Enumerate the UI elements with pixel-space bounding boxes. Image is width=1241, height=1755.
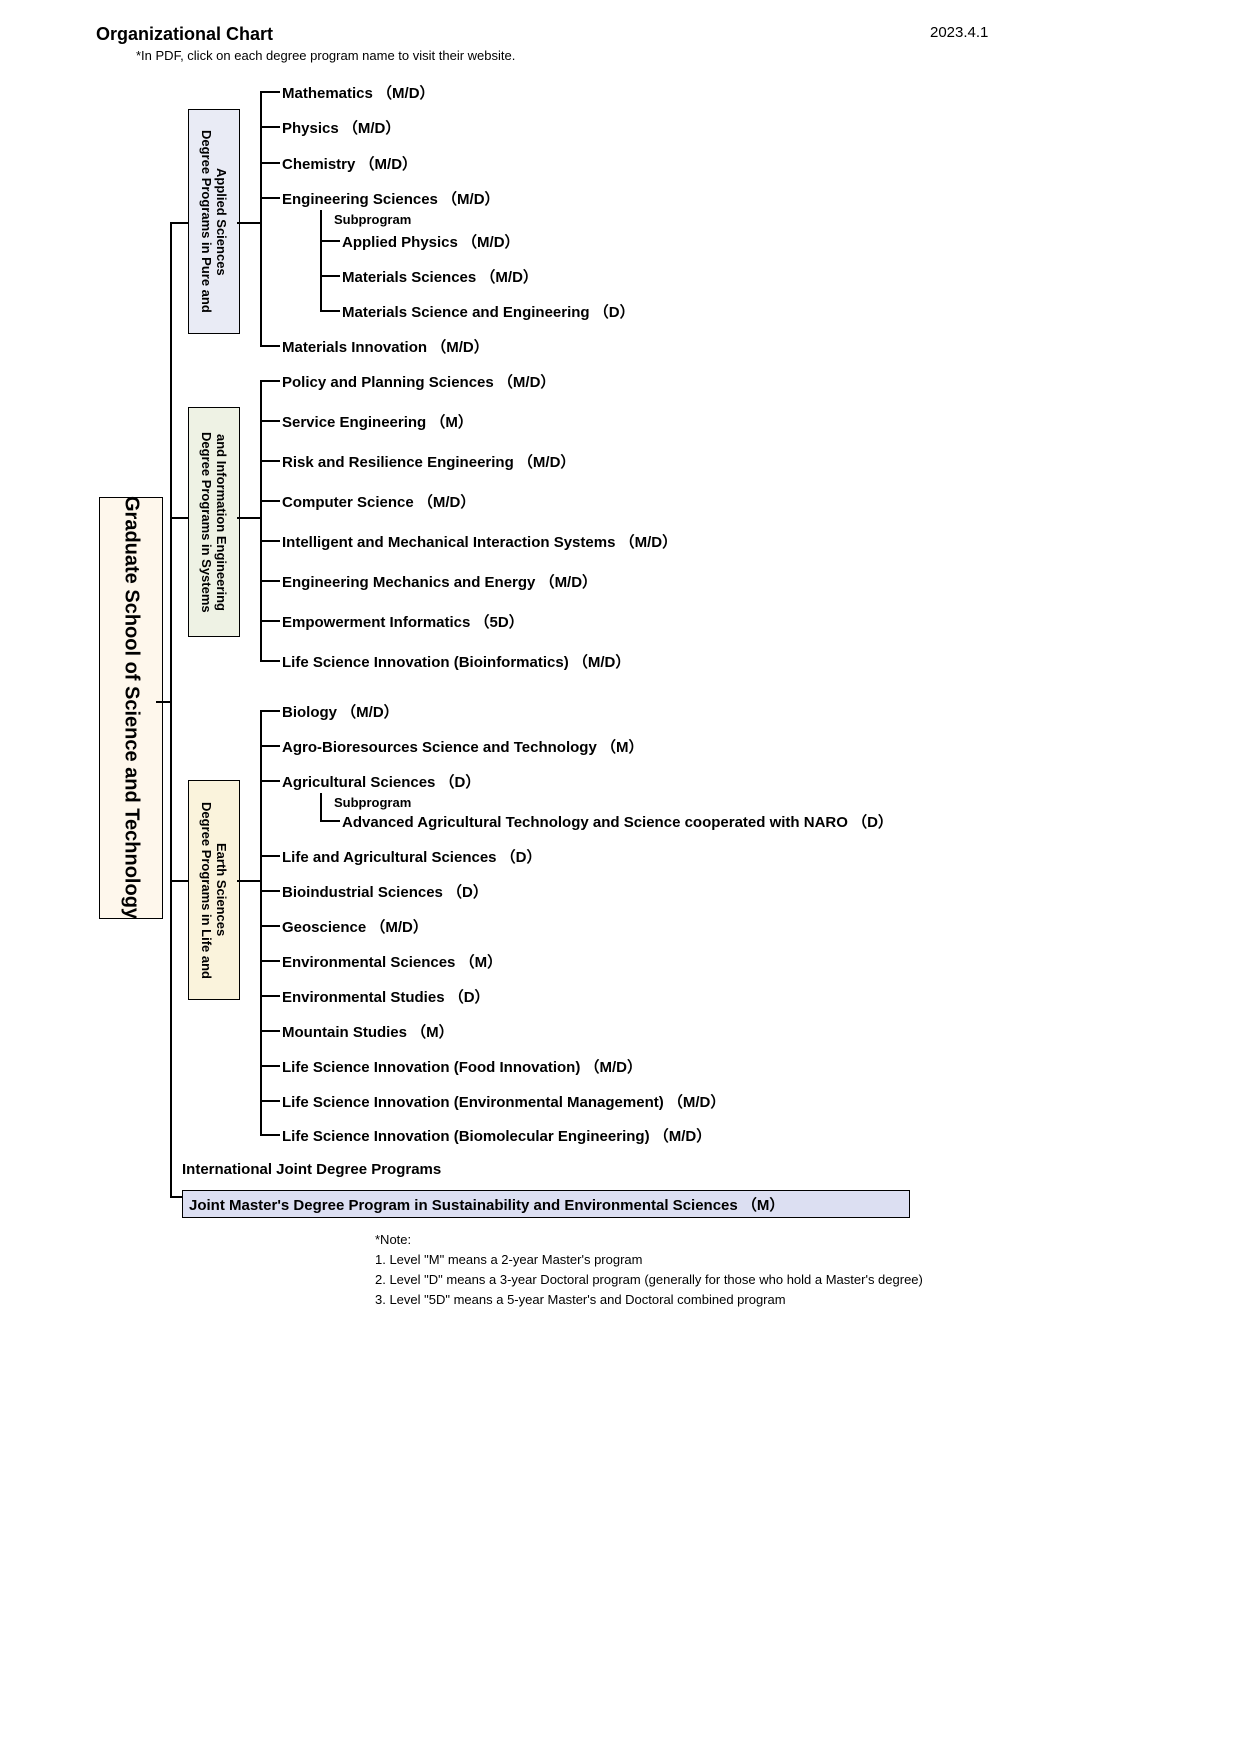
connector-line (260, 660, 280, 662)
program-link[interactable]: Service Engineering （M） (282, 411, 473, 432)
connector-line (260, 580, 280, 582)
connector-line (260, 540, 280, 542)
program-link[interactable]: Biology （M/D） (282, 701, 399, 722)
program-link[interactable]: Chemistry （M/D） (282, 153, 417, 174)
group-label: and Information Engineering (214, 434, 229, 611)
joint-section-title: International Joint Degree Programs (182, 1161, 441, 1178)
program-link[interactable]: Physics （M/D） (282, 117, 400, 138)
connector-line (260, 91, 262, 347)
program-link[interactable]: Mathematics （M/D） (282, 82, 435, 103)
connector-line (320, 793, 322, 822)
program-link[interactable]: Mountain Studies （M） (282, 1021, 454, 1042)
connector-line (260, 197, 280, 199)
connector-line (260, 126, 280, 128)
program-link[interactable]: Materials Science and Engineering （D） (342, 301, 635, 322)
joint-program-box: Joint Master's Degree Program in Sustain… (182, 1190, 910, 1218)
connector-line (260, 620, 280, 622)
connector-line (260, 500, 280, 502)
root-label: Graduate School of Science and Technolog… (120, 496, 143, 919)
connector-line (320, 275, 340, 277)
group-label: Earth Sciences (214, 843, 229, 936)
program-link[interactable]: Applied Physics （M/D） (342, 231, 520, 252)
program-link[interactable]: Intelligent and Mechanical Interaction S… (282, 531, 677, 552)
program-link[interactable]: Advanced Agricultural Technology and Sci… (342, 811, 893, 832)
page: Organizational Chart *In PDF, click on e… (0, 0, 1241, 1755)
program-link[interactable]: Engineering Mechanics and Energy （M/D） (282, 571, 597, 592)
group-label: Applied Sciences (214, 168, 229, 276)
connector-line (260, 710, 280, 712)
program-link[interactable]: Computer Science （M/D） (282, 491, 475, 512)
connector-line (260, 925, 280, 927)
footnote: 3. Level "5D" means a 5-year Master's an… (375, 1292, 786, 1307)
program-link[interactable]: Life Science Innovation (Bioinformatics)… (282, 651, 630, 672)
connector-line (260, 1100, 280, 1102)
connector-line (320, 210, 322, 312)
program-link[interactable]: Environmental Studies （D） (282, 986, 490, 1007)
program-link[interactable]: Joint Master's Degree Program in Sustain… (189, 1194, 784, 1215)
program-link[interactable]: Agro-Bioresources Science and Technology… (282, 736, 643, 757)
program-link[interactable]: Life Science Innovation (Biomolecular En… (282, 1125, 711, 1146)
program-link[interactable]: Empowerment Informatics （5D） (282, 611, 524, 632)
connector-line (260, 1065, 280, 1067)
program-link[interactable]: Geoscience （M/D） (282, 916, 428, 937)
program-link[interactable]: Materials Innovation （M/D） (282, 336, 489, 357)
page-title: Organizational Chart (96, 24, 273, 45)
footnote: *Note: (375, 1232, 411, 1247)
program-link[interactable]: Bioindustrial Sciences （D） (282, 881, 488, 902)
connector-line (237, 880, 260, 882)
connector-line (170, 222, 188, 224)
program-link[interactable]: Policy and Planning Sciences （M/D） (282, 371, 555, 392)
page-date: 2023.4.1 (930, 24, 988, 41)
connector-line (156, 701, 170, 703)
connector-line (260, 960, 280, 962)
connector-line (260, 1134, 280, 1136)
program-link[interactable]: Life and Agricultural Sciences （D） (282, 846, 542, 867)
connector-line (237, 222, 260, 224)
connector-line (260, 420, 280, 422)
connector-line (260, 162, 280, 164)
connector-line (170, 517, 188, 519)
root-node: Graduate School of Science and Technolog… (99, 497, 163, 919)
connector-line (260, 995, 280, 997)
group-node-pure_applied: Degree Programs in Pure andApplied Scien… (188, 109, 240, 334)
group-node-life_earth: Degree Programs in Life andEarth Science… (188, 780, 240, 1000)
page-subtitle: *In PDF, click on each degree program na… (136, 48, 515, 63)
program-link[interactable]: Engineering Sciences （M/D） (282, 188, 500, 209)
group-label: Degree Programs in Pure and (199, 130, 214, 313)
program-link[interactable]: Life Science Innovation (Environmental M… (282, 1091, 725, 1112)
program-link[interactable]: Life Science Innovation (Food Innovation… (282, 1056, 642, 1077)
connector-line (237, 517, 260, 519)
connector-line (260, 745, 280, 747)
connector-line (260, 460, 280, 462)
connector-line (260, 710, 262, 1136)
footnote: 2. Level "D" means a 3-year Doctoral pro… (375, 1272, 923, 1287)
program-link[interactable]: Risk and Resilience Engineering （M/D） (282, 451, 575, 472)
group-label: Degree Programs in Life and (199, 802, 214, 979)
program-link[interactable]: Materials Sciences （M/D） (342, 266, 538, 287)
connector-line (170, 880, 188, 882)
group-label: Degree Programs in Systems (199, 432, 214, 613)
program-link[interactable]: Agricultural Sciences （D） (282, 771, 480, 792)
connector-line (170, 222, 172, 1198)
connector-line (320, 310, 340, 312)
connector-line (260, 380, 280, 382)
connector-line (260, 855, 280, 857)
connector-line (260, 91, 280, 93)
footnote: 1. Level "M" means a 2-year Master's pro… (375, 1252, 642, 1267)
connector-line (260, 780, 280, 782)
program-link[interactable]: Environmental Sciences （M） (282, 951, 502, 972)
connector-line (260, 1030, 280, 1032)
connector-line (260, 890, 280, 892)
subprogram-header: Subprogram (334, 795, 411, 810)
connector-line (320, 240, 340, 242)
connector-line (260, 345, 280, 347)
connector-line (170, 1196, 182, 1198)
group-node-systems_info: Degree Programs in Systemsand Informatio… (188, 407, 240, 637)
subprogram-header: Subprogram (334, 212, 411, 227)
connector-line (320, 820, 340, 822)
